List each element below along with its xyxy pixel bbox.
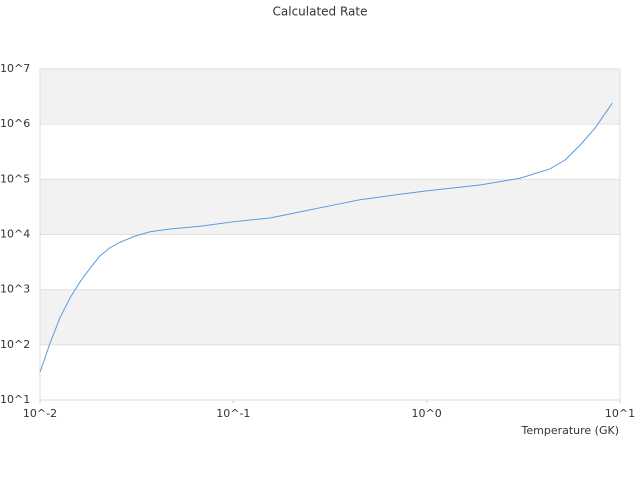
x-tick-label: 10^0 (412, 407, 442, 420)
y-tick-label: 10^1 (0, 393, 30, 406)
x-tick-label: 10^1 (605, 407, 635, 420)
plot-border (39, 68, 621, 401)
y-tick-label: 10^6 (0, 117, 30, 130)
grid-band (40, 179, 620, 235)
y-tick-label: 10^5 (0, 172, 30, 185)
y-tick-label: 10^2 (0, 338, 30, 351)
line (39, 102, 613, 373)
y-tick-label: 10^7 (0, 62, 30, 75)
x-tick-label: 10^-2 (23, 407, 57, 420)
x-tick-label: 10^-1 (216, 407, 250, 420)
grid-band (40, 69, 620, 125)
grid-band (40, 289, 620, 345)
x-axis-label: Temperature (GK) (521, 424, 620, 437)
y-tick-label: 10^4 (0, 228, 30, 241)
chart-title: Calculated Rate (273, 5, 368, 19)
y-tick-label: 10^3 (0, 283, 30, 296)
